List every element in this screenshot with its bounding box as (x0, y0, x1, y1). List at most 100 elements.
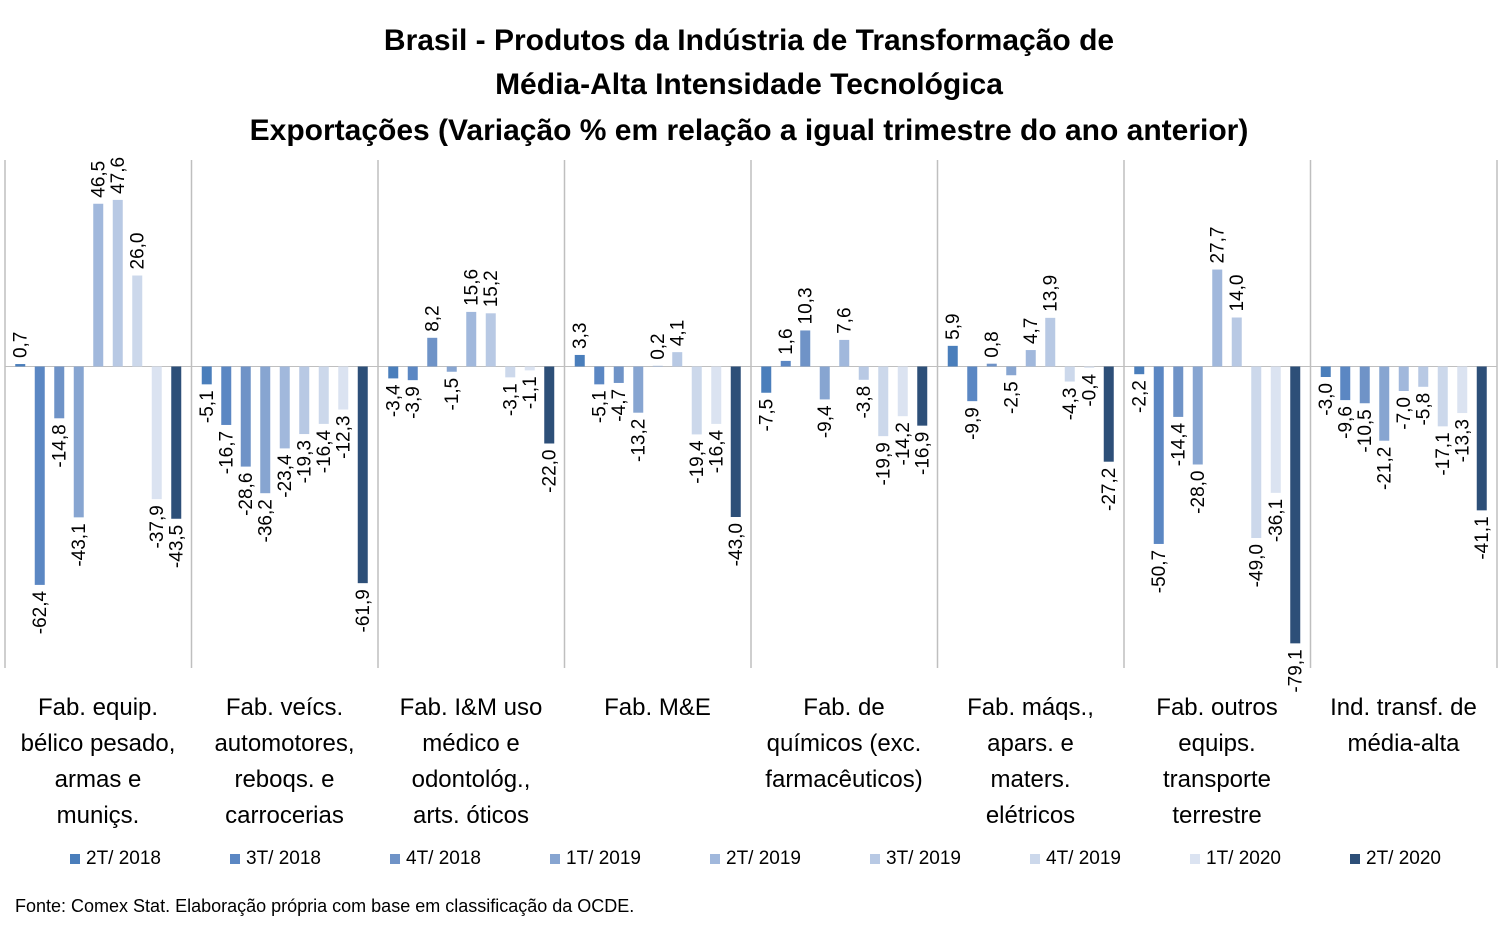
legend: 2T/ 2018 3T/ 2018 4T/ 2018 1T/ 2019 2T/ 2019… (0, 845, 1498, 873)
bar (800, 330, 811, 367)
data-label: 7,6 (834, 307, 855, 333)
data-label: 0,7 (10, 332, 31, 358)
bar (897, 366, 908, 417)
data-label: -28,6 (236, 473, 257, 516)
category-label-line: Fab. de (803, 694, 885, 721)
bar (1134, 366, 1145, 375)
bar (878, 366, 889, 437)
bar (1153, 366, 1164, 544)
data-label: -10,5 (1355, 409, 1376, 452)
data-label: -5,8 (1413, 393, 1434, 426)
category-label-line: equips. (1178, 730, 1256, 757)
category-label: Fab. de químicos (exc. farmacêuticos) (751, 690, 937, 798)
category-label: Fab. outros equips. transporte terrestre (1124, 690, 1310, 834)
legend-label: 1T/ 2020 (1206, 848, 1281, 869)
data-label: -3,4 (383, 384, 404, 417)
legend-item: 3T/ 2018 (230, 845, 321, 873)
category-label-line: transporte (1162, 766, 1272, 793)
category-label-line: bélico pesado, (20, 730, 176, 757)
bar (986, 363, 997, 367)
data-label: -36,2 (255, 499, 276, 542)
bar (1476, 366, 1487, 511)
bar (858, 366, 869, 380)
legend-label: 4T/ 2019 (1046, 848, 1121, 869)
data-label: -3,8 (854, 386, 875, 419)
bar (947, 345, 958, 367)
data-label: -5,1 (589, 390, 610, 423)
category-label-line: Fab. veícs. (225, 694, 344, 721)
data-label: -27,2 (1099, 468, 1120, 511)
data-label: 15,6 (461, 269, 482, 306)
bar (819, 366, 830, 400)
data-label: -4,3 (1060, 388, 1081, 421)
legend-item: 2T/ 2019 (710, 845, 801, 873)
data-label: -49,0 (1246, 544, 1267, 587)
data-label: -19,9 (873, 442, 894, 485)
bar (544, 366, 555, 444)
data-label: 4,7 (1021, 318, 1042, 344)
legend-label: 2T/ 2020 (1366, 848, 1441, 869)
bar (466, 311, 477, 367)
chart-title-line-2: Média-Alta Intensidade Tecnológica (495, 68, 1003, 101)
data-label: 4,1 (667, 320, 688, 346)
legend-label: 2T/ 2019 (726, 848, 801, 869)
bar (112, 199, 123, 367)
category-label-line: terrestre (1172, 802, 1262, 829)
data-label: -4,7 (609, 389, 630, 422)
bar (691, 366, 702, 435)
category-label-line: média-alta (1347, 730, 1460, 757)
bar (388, 366, 399, 379)
bar (633, 366, 644, 413)
bar (672, 352, 683, 367)
data-label: -13,2 (628, 419, 649, 462)
bar (427, 337, 438, 367)
legend-swatch (70, 854, 80, 864)
bar (652, 365, 663, 367)
category-label-line: armas e (54, 766, 142, 793)
data-label: -9,4 (815, 405, 836, 438)
data-label: 15,2 (481, 270, 502, 307)
category-label-line: muniçs. (56, 802, 140, 829)
legend-swatch (710, 854, 720, 864)
bar (1340, 366, 1351, 401)
category-label-line: carrocerias (225, 802, 344, 829)
bar (1192, 366, 1203, 465)
data-label: 47,6 (108, 157, 129, 194)
bar (485, 313, 496, 367)
category-label: Fab. I&M uso médico e odontológ., arts. óti… (378, 690, 564, 834)
data-label: -5,1 (197, 390, 218, 423)
data-label: -41,1 (1472, 516, 1493, 559)
bar (54, 366, 65, 419)
category-label-line: odontológ., (411, 766, 531, 793)
bar (1231, 317, 1242, 367)
legend-swatch (550, 854, 560, 864)
legend-swatch (230, 854, 240, 864)
data-label: -9,9 (962, 407, 983, 440)
bar (730, 366, 741, 517)
bar (15, 364, 26, 367)
chart-title-line-1: Brasil - Produtos da Indústria de Transf… (383, 24, 1115, 57)
bar (1064, 366, 1075, 382)
legend-label: 4T/ 2018 (406, 848, 481, 869)
category-label-line: arts. óticos (412, 802, 530, 829)
data-label: 27,7 (1207, 227, 1228, 264)
data-label: -62,4 (30, 590, 51, 634)
legend-label: 3T/ 2018 (246, 848, 321, 869)
category-label-line: Fab. máqs., (967, 694, 1094, 721)
bar (1457, 366, 1468, 414)
category-label: Fab. máqs., apars. e maters. elétricos (938, 690, 1124, 834)
bar (357, 366, 368, 584)
legend-swatch (1350, 854, 1360, 864)
bar (1251, 366, 1262, 538)
bar (967, 366, 978, 402)
data-label: -7,0 (1394, 397, 1415, 430)
data-label: -43,0 (726, 523, 747, 566)
data-label: -2,2 (1129, 380, 1150, 413)
bar (407, 366, 418, 381)
data-label: -7,5 (756, 399, 777, 432)
data-label: 46,5 (88, 161, 109, 198)
category-label-line: médico e (422, 730, 520, 757)
data-label: 0,8 (982, 331, 1003, 357)
legend-label: 1T/ 2019 (566, 848, 641, 869)
